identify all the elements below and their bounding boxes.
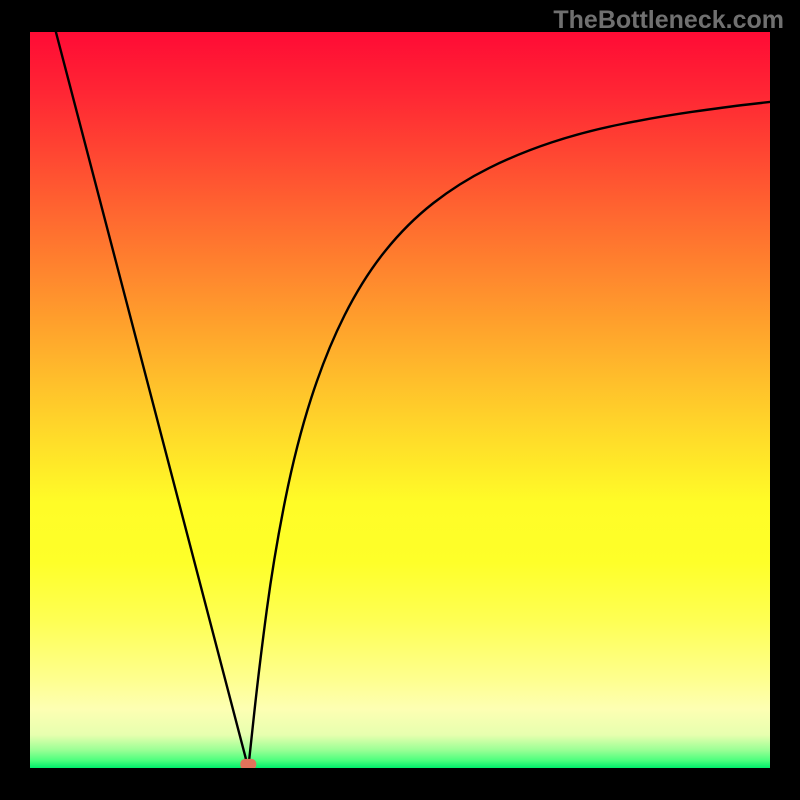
bottleneck-chart [30, 32, 770, 768]
watermark-text: TheBottleneck.com [553, 6, 784, 35]
optimal-point-marker [240, 759, 256, 768]
gradient-background [30, 32, 770, 768]
